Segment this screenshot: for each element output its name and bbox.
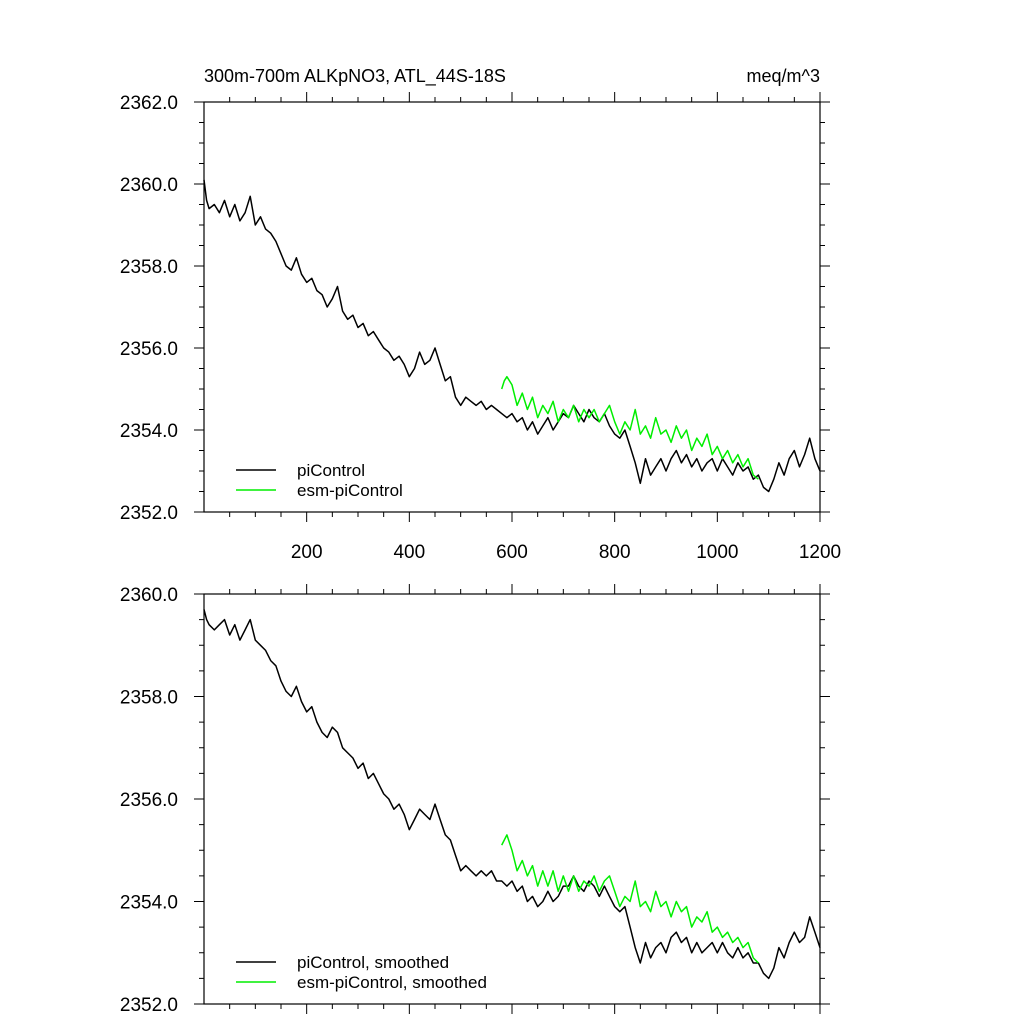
top-legend-label-esm-picontrol: esm-piControl — [297, 481, 403, 500]
bottom-legend-label-picontrol: piControl, smoothed — [297, 953, 449, 972]
top-legend: piControl esm-piControl — [236, 461, 403, 500]
bottom-legend-label-esm-picontrol: esm-piControl, smoothed — [297, 973, 487, 992]
top-y-tick-label-4: 2360.0 — [120, 175, 178, 196]
bottom-legend: piControl, smoothed esm-piControl, smoot… — [236, 953, 487, 992]
top-y-tick-labels: 2352.0 2354.0 2356.0 2358.0 2360.0 2362.0 — [120, 93, 178, 524]
bottom-series-line-esm-picontrol-smoothed — [501, 834, 759, 964]
top-x-tick-labels: 200 400 600 800 1000 1200 — [291, 542, 841, 563]
top-series-line-esm-picontrol — [500, 375, 759, 480]
top-axis-ticks — [194, 92, 830, 522]
bottom-series — [203, 609, 821, 980]
top-x-tick-label-4: 1000 — [696, 542, 738, 563]
top-y-tick-label-3: 2358.0 — [120, 257, 178, 278]
bottom-y-tick-label-2: 2356.0 — [120, 790, 178, 811]
top-x-tick-label-0: 200 — [291, 542, 323, 563]
top-chart-units: meq/m^3 — [747, 66, 820, 86]
top-y-tick-label-2: 2356.0 — [120, 339, 178, 360]
bottom-axis-ticks — [194, 584, 830, 1014]
bottom-y-tick-label-1: 2354.0 — [120, 893, 178, 914]
top-x-tick-label-5: 1200 — [799, 542, 841, 563]
bottom-panel: 2352.0 2354.0 2356.0 2358.0 2360.0 piControl… — [120, 584, 830, 1016]
top-plot-frame — [203, 101, 821, 513]
top-chart-title: 300m-700m ALKpNO3, ATL_44S-18S — [204, 66, 506, 87]
top-series-line-picontrol — [203, 179, 821, 493]
bottom-y-tick-labels: 2352.0 2354.0 2356.0 2358.0 2360.0 — [120, 585, 178, 1016]
top-x-tick-label-2: 600 — [496, 542, 528, 563]
top-panel: 300m-700m ALKpNO3, ATL_44S-18S meq/m^3 2… — [120, 66, 841, 563]
top-legend-label-picontrol: piControl — [297, 461, 365, 480]
top-y-tick-label-5: 2362.0 — [120, 93, 178, 114]
top-x-tick-label-3: 800 — [599, 542, 631, 563]
top-x-tick-label-1: 400 — [393, 542, 425, 563]
top-y-tick-label-0: 2352.0 — [120, 503, 178, 524]
top-y-tick-label-1: 2354.0 — [120, 421, 178, 442]
top-series — [203, 179, 821, 493]
bottom-y-tick-label-4: 2360.0 — [120, 585, 178, 606]
bottom-y-tick-label-3: 2358.0 — [120, 688, 178, 709]
bottom-series-line-picontrol-smoothed — [203, 609, 821, 980]
bottom-y-tick-label-0: 2352.0 — [120, 995, 178, 1016]
bottom-plot-frame — [203, 593, 821, 1005]
